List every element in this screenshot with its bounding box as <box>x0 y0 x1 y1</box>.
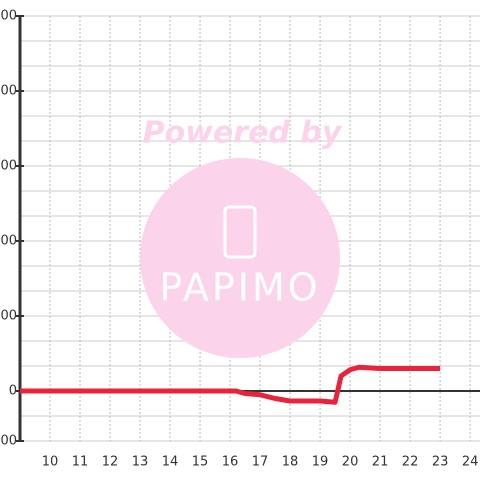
x-tick-label: 21 <box>372 455 389 470</box>
y-tick-label: 0 <box>9 384 17 399</box>
x-tick-label: 12 <box>102 455 119 470</box>
phone-icon <box>223 205 257 259</box>
x-tick-label: 22 <box>402 455 419 470</box>
watermark-text: Powered by <box>143 116 343 151</box>
y-tick-label: 120,000 <box>0 84 17 99</box>
y-tick-label: 60,000 <box>0 234 17 249</box>
watermark: Powered by PAPIMO <box>140 116 343 358</box>
x-tick-label: 17 <box>252 455 269 470</box>
x-tick-label: 15 <box>192 455 209 470</box>
x-tick-label: 20 <box>342 455 359 470</box>
x-tick-label: 11 <box>72 455 89 470</box>
x-tick-label: 24 <box>462 455 479 470</box>
x-tick-label: 14 <box>162 455 179 470</box>
watermark-brand: PAPIMO <box>159 266 320 310</box>
x-tick-label: 16 <box>222 455 239 470</box>
y-tick-label: 90,000 <box>0 159 17 174</box>
y-tick-label: 30,000 <box>0 309 17 324</box>
data-line <box>20 364 441 405</box>
y-tick-label: -20,000 <box>0 434 17 449</box>
x-tick-label: 18 <box>282 455 299 470</box>
x-tick-label: 19 <box>312 455 329 470</box>
x-tick-label: 13 <box>132 455 149 470</box>
x-tick-label: 10 <box>42 455 59 470</box>
x-tick-label: 23 <box>432 455 449 470</box>
y-tick-label: 150,000 <box>0 9 17 24</box>
